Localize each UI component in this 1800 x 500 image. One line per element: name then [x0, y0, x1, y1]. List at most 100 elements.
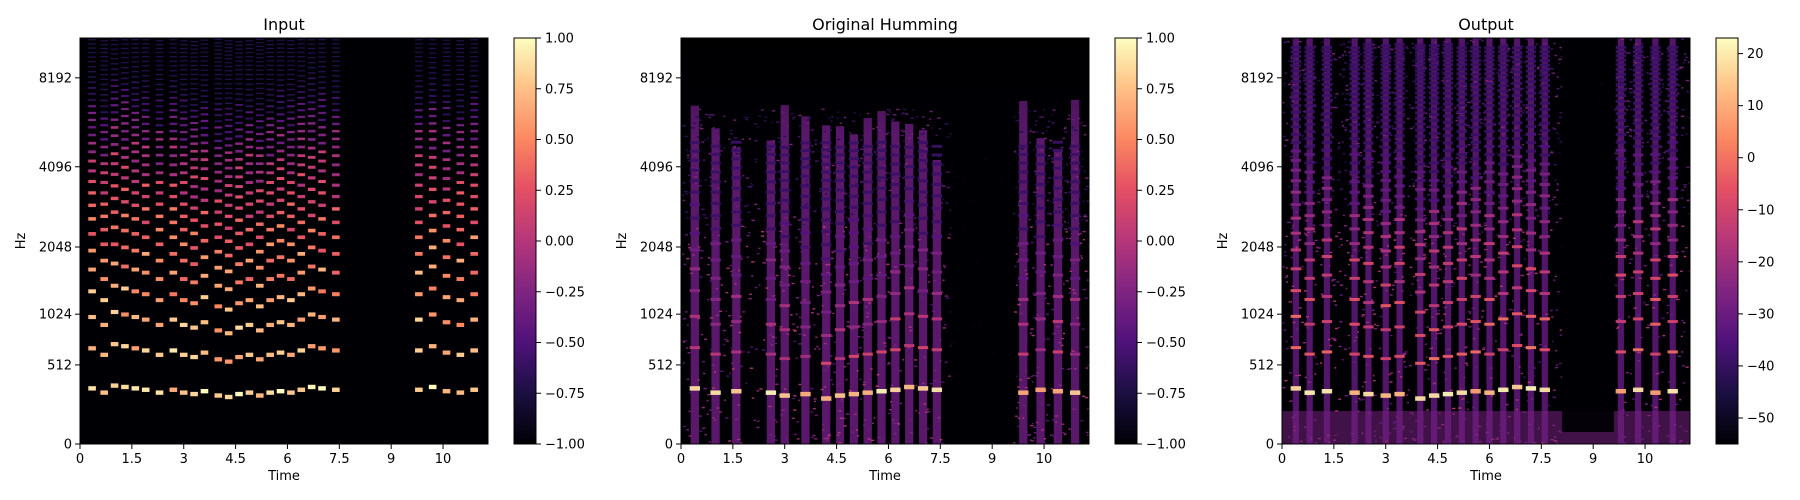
harmonic-mark — [689, 158, 701, 162]
noise-speck — [1376, 94, 1379, 97]
noise-speck — [1027, 377, 1031, 379]
harmonic-mark — [200, 350, 209, 355]
harmonic-mark — [88, 39, 96, 41]
noise-speck — [814, 348, 817, 350]
harmonic-mark — [245, 171, 254, 175]
harmonic-mark — [179, 180, 188, 185]
noise-speck — [1553, 128, 1557, 130]
harmonic-mark — [1442, 43, 1454, 47]
noise-speck — [1626, 372, 1629, 374]
harmonic-mark — [169, 47, 178, 49]
harmonic-mark — [88, 217, 96, 221]
noise-speck — [1514, 106, 1518, 108]
harmonic-mark — [1428, 113, 1440, 117]
harmonic-mark — [800, 184, 811, 188]
harmonic-mark — [287, 162, 295, 166]
harmonic-mark — [1632, 387, 1644, 393]
harmonic-mark — [155, 111, 164, 114]
harmonic-mark — [179, 153, 188, 157]
colorbar-tick-label: 0.00 — [545, 235, 574, 250]
noise-speck — [868, 236, 871, 238]
harmonic-mark — [1394, 46, 1405, 50]
noise-speck — [1082, 395, 1086, 397]
harmonic-mark — [155, 298, 164, 303]
noise-speck — [1646, 195, 1650, 198]
harmonic-mark — [1470, 320, 1481, 324]
noise-speck — [804, 179, 808, 181]
noise-speck — [862, 424, 866, 426]
harmonic-mark — [235, 280, 243, 285]
harmonic-mark — [307, 187, 316, 192]
noise-speck — [1036, 214, 1039, 217]
noise-speck — [1673, 86, 1676, 89]
noise-speck — [909, 418, 912, 421]
noise-speck — [1315, 363, 1320, 365]
harmonic-mark — [1667, 140, 1678, 144]
noise-speck — [1324, 71, 1328, 74]
noise-speck — [1461, 233, 1466, 235]
harmonic-mark — [1484, 242, 1495, 246]
harmonic-mark — [821, 155, 832, 159]
noise-speck — [1501, 218, 1505, 220]
noise-speck — [831, 164, 835, 167]
noise-speck — [1087, 364, 1089, 367]
harmonic-mark — [1456, 170, 1467, 174]
noise-speck — [728, 440, 732, 442]
noise-speck — [830, 222, 834, 224]
noise-speck — [1482, 173, 1485, 175]
harmonic-mark — [689, 267, 701, 271]
harmonic-mark — [190, 391, 198, 397]
harmonic-mark — [917, 158, 929, 162]
harmonic-mark — [297, 56, 306, 58]
noise-speck — [738, 269, 741, 272]
noise-speck — [1424, 238, 1427, 241]
harmonic-mark — [1321, 105, 1333, 109]
harmonic-mark — [141, 51, 150, 53]
noise-speck — [1550, 68, 1554, 70]
noise-speck — [1545, 143, 1548, 145]
noise-speck — [1083, 218, 1086, 220]
harmonic-mark — [1052, 273, 1064, 277]
harmonic-mark — [131, 314, 140, 320]
harmonic-mark — [800, 325, 811, 329]
noise-speck — [896, 422, 900, 425]
harmonic-mark — [779, 328, 790, 332]
harmonic-mark — [141, 387, 150, 392]
harmonic-mark — [1394, 280, 1405, 284]
noise-speck — [1321, 41, 1325, 43]
harmonic-mark — [235, 150, 243, 153]
harmonic-mark — [1667, 294, 1678, 298]
noise-speck — [1080, 165, 1084, 168]
noise-speck — [1645, 180, 1649, 183]
noise-speck — [830, 335, 833, 337]
noise-speck — [725, 417, 729, 419]
noise-speck — [1490, 81, 1494, 83]
noise-speck — [1554, 275, 1557, 278]
noise-speck — [1017, 204, 1021, 207]
noise-speck — [1687, 61, 1690, 64]
harmonic-mark — [731, 210, 742, 214]
harmonic-mark — [110, 104, 119, 107]
harmonic-mark — [245, 227, 254, 232]
noise-speck — [762, 262, 767, 264]
noise-speck — [1521, 180, 1525, 183]
harmonic-mark — [1290, 190, 1302, 194]
harmonic-mark — [1394, 231, 1405, 235]
noise-speck — [1383, 294, 1386, 297]
harmonic-mark — [100, 78, 109, 80]
harmonic-mark — [1349, 390, 1360, 395]
noise-speck — [1623, 161, 1627, 163]
colorbar-tick-label: −0.50 — [545, 336, 585, 351]
harmonic-mark — [169, 129, 178, 133]
noise-speck — [1423, 369, 1428, 371]
noise-speck — [1463, 357, 1467, 360]
harmonic-mark — [1667, 166, 1678, 170]
noise-speck — [709, 317, 713, 319]
harmonic-mark — [1069, 214, 1081, 218]
noise-speck — [1431, 242, 1434, 245]
noise-speck — [1317, 201, 1321, 203]
harmonic-mark — [1394, 391, 1405, 397]
harmonic-mark — [224, 203, 233, 207]
harmonic-mark — [1069, 201, 1081, 205]
noise-speck — [737, 278, 741, 281]
